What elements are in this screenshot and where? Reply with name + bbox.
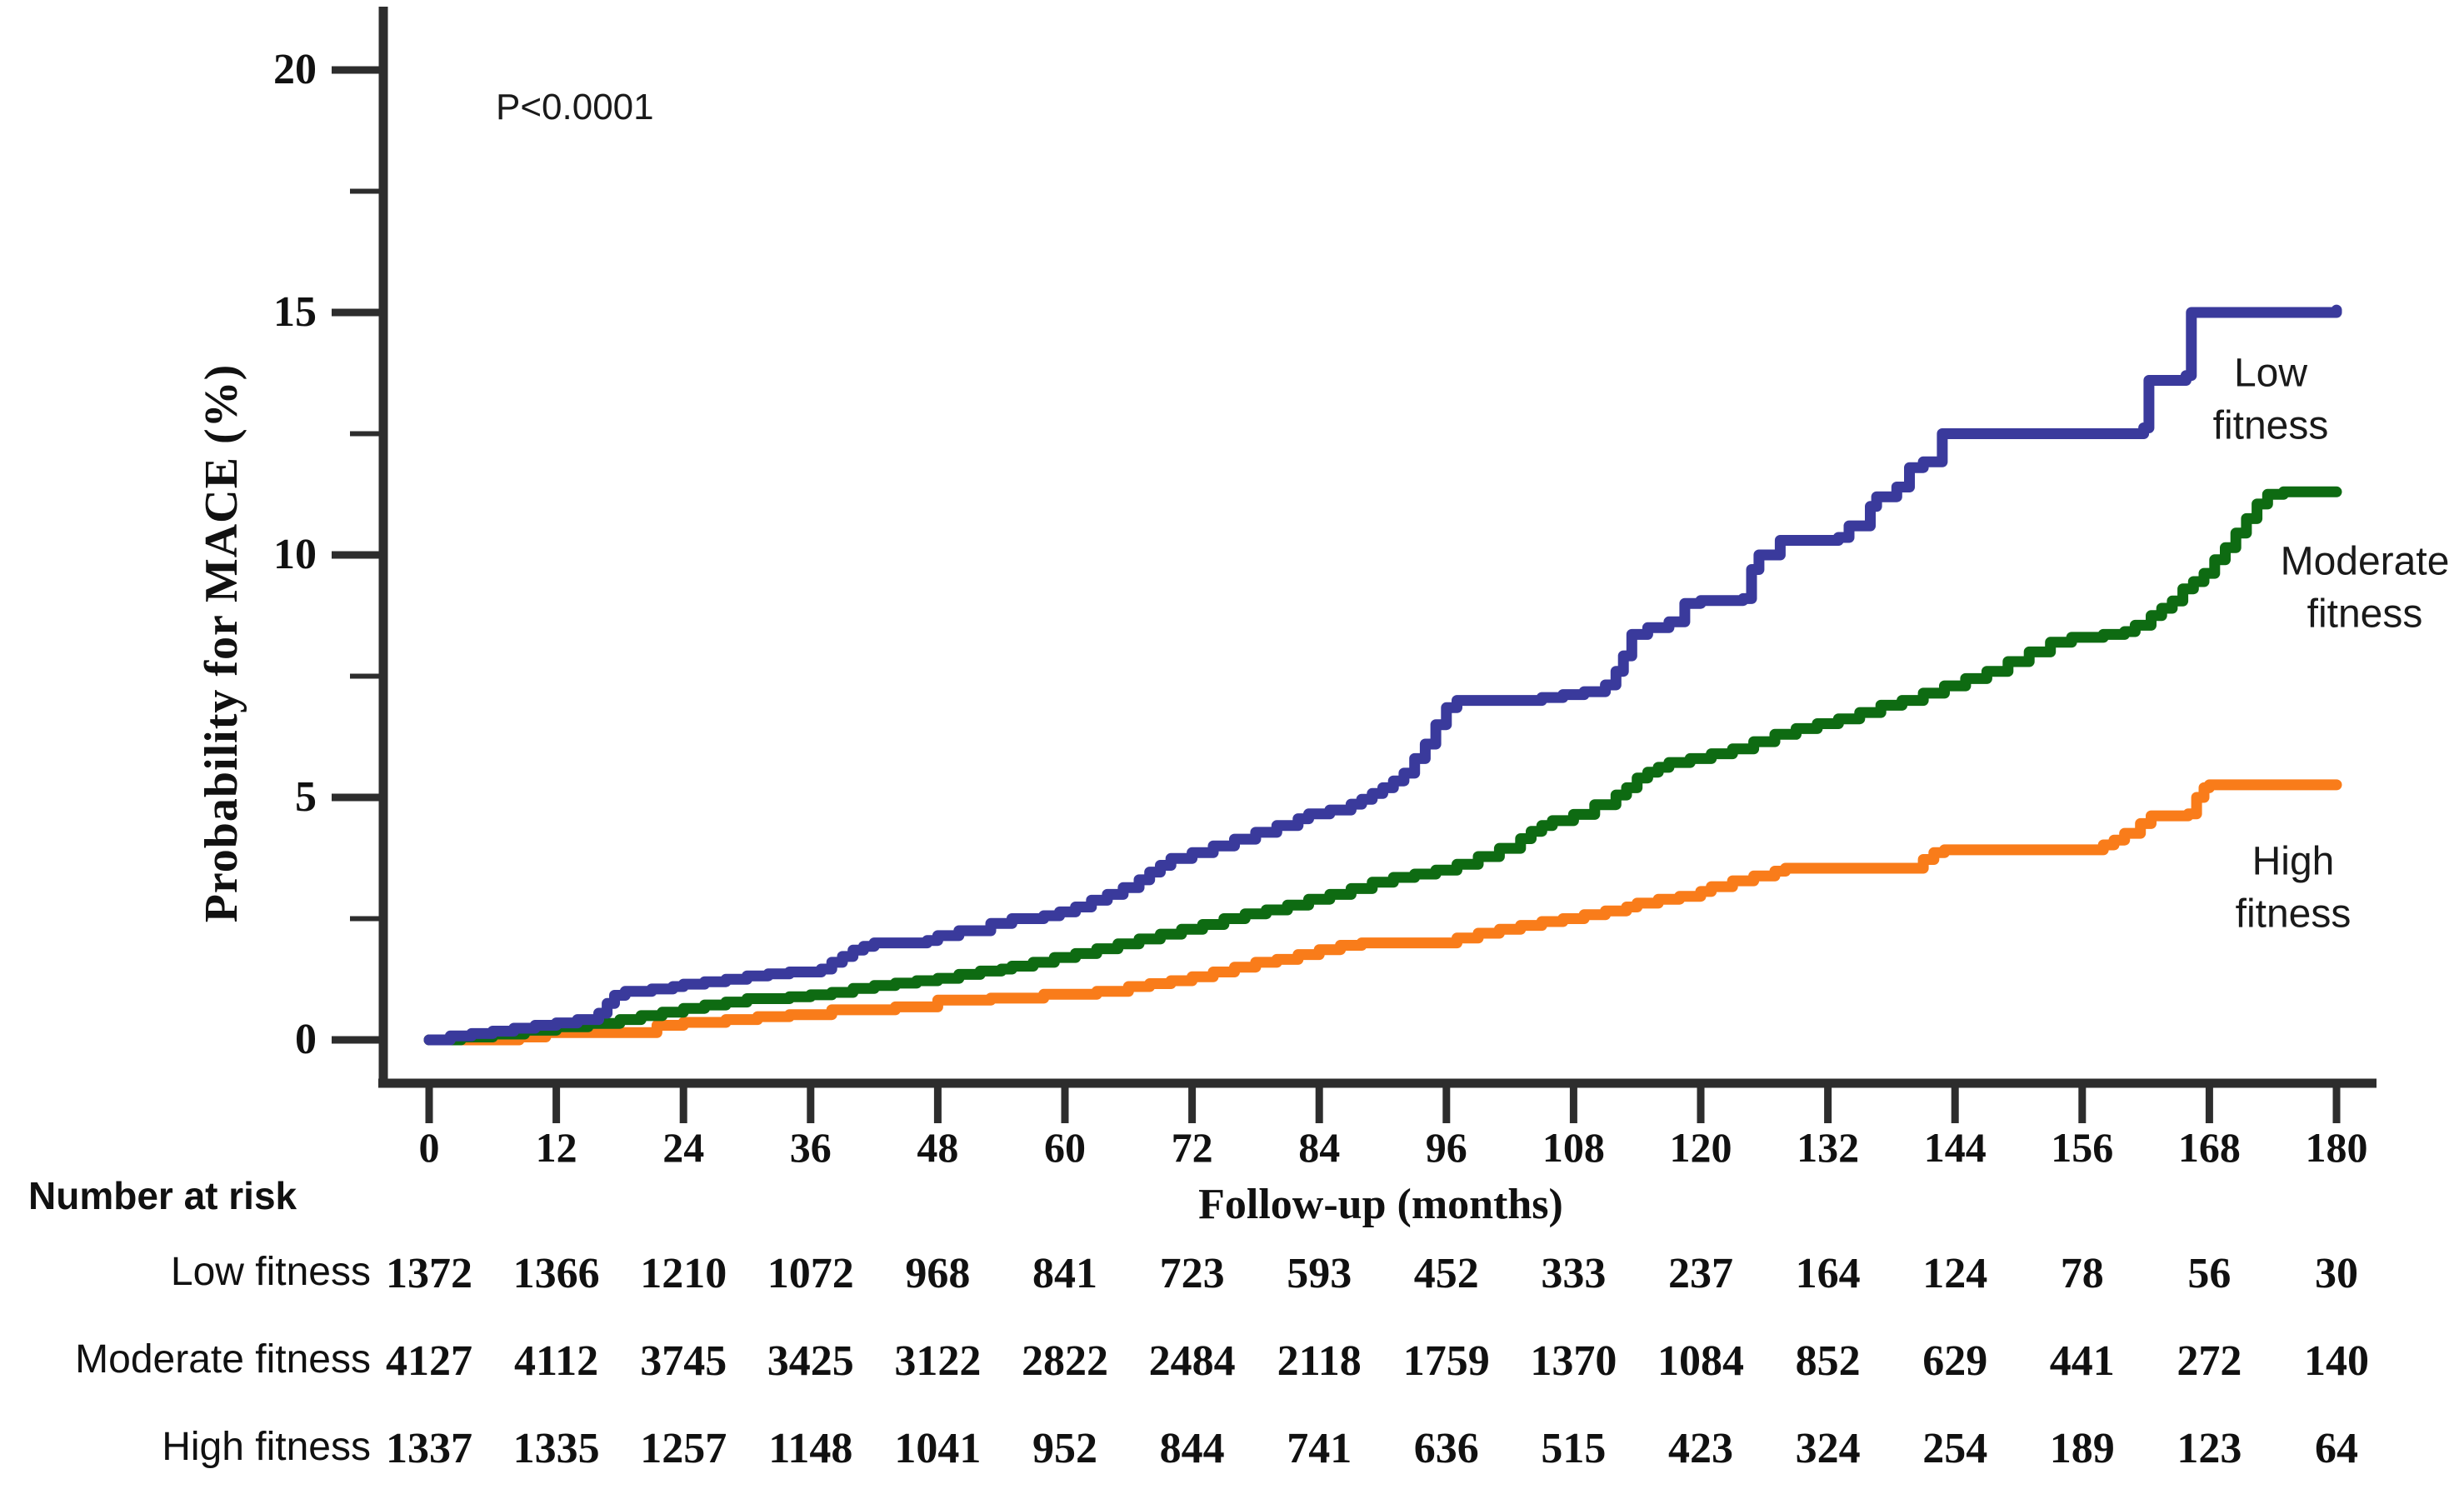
risk-value: 3745	[640, 1337, 727, 1385]
risk-value: 140	[2304, 1337, 2369, 1385]
y-axis-title: Probability for MACE (%)	[196, 363, 247, 923]
risk-value: 1257	[640, 1425, 727, 1472]
x-tick-label-144: 144	[1923, 1124, 1987, 1171]
risk-value: 1210	[640, 1250, 727, 1297]
risk-value: 1366	[512, 1250, 600, 1297]
risk-value: 2484	[1148, 1337, 1236, 1385]
x-tick-label-156: 156	[2051, 1124, 2114, 1171]
x-tick-label-36: 36	[789, 1124, 832, 1171]
x-tick-label-108: 108	[1542, 1124, 1605, 1171]
risk-value: 3425	[767, 1337, 854, 1385]
risk-value: 423	[1668, 1425, 1733, 1472]
risk-value: 741	[1287, 1425, 1352, 1472]
risk-value: 1072	[767, 1250, 854, 1297]
risk-value: 4127	[386, 1337, 472, 1385]
risk-value: 2822	[1022, 1337, 1108, 1385]
curve-label-moderate-line1: Moderate	[2280, 539, 2450, 584]
risk-value: 593	[1287, 1250, 1352, 1297]
risk-value: 629	[1922, 1337, 1988, 1385]
risk-value: 441	[2049, 1337, 2115, 1385]
risk-value: 124	[1922, 1250, 1988, 1297]
risk-value: 844	[1159, 1425, 1225, 1472]
x-tick-label-0: 0	[418, 1124, 440, 1171]
x-tick-label-60: 60	[1044, 1124, 1086, 1171]
curve-moderate-fitness	[423, 486, 2342, 1046]
risk-value: 1372	[386, 1250, 472, 1297]
risk-value: 78	[2060, 1250, 2104, 1297]
risk-row-label-moderate-fitness: Moderate fitness	[75, 1337, 371, 1382]
y-tick-label-10: 10	[273, 531, 317, 578]
risk-value: 452	[1413, 1250, 1479, 1297]
x-axis-title: Follow-up (months)	[1198, 1181, 1563, 1228]
risk-value: 4112	[514, 1337, 599, 1385]
risk-row-label-high-fitness: High fitness	[162, 1425, 371, 1469]
risk-value: 272	[2177, 1337, 2242, 1385]
risk-value: 30	[2315, 1250, 2358, 1297]
curve-low-fitness	[423, 304, 2342, 1046]
x-tick-label-96: 96	[1425, 1124, 1467, 1171]
p-value-annotation: P<0.0001	[496, 87, 654, 127]
x-tick-label-12: 12	[535, 1124, 577, 1171]
x-tick-label-180: 180	[2305, 1124, 2368, 1171]
y-tick-label-15: 15	[273, 288, 317, 336]
x-tick-label-24: 24	[662, 1124, 705, 1171]
curve-label-low-line1: Low	[2233, 351, 2308, 396]
curve-label-high-line1: High	[2252, 839, 2335, 884]
risk-value: 723	[1159, 1250, 1225, 1297]
y-tick-label-5: 5	[295, 773, 317, 821]
risk-value: 1759	[1402, 1337, 1490, 1385]
risk-value: 254	[1922, 1425, 1988, 1472]
risk-value: 515	[1541, 1425, 1607, 1472]
x-tick-label-84: 84	[1298, 1124, 1341, 1171]
number-at-risk-heading: Number at risk	[28, 1174, 297, 1217]
x-tick-label-132: 132	[1797, 1124, 1860, 1171]
risk-value: 841	[1032, 1250, 1097, 1297]
risk-value: 333	[1541, 1250, 1607, 1297]
curve-label-high-line2: fitness	[2235, 892, 2352, 937]
curve-label-moderate-fitness: Moderate fitness	[2281, 536, 2450, 642]
risk-row-label-low-fitness: Low fitness	[170, 1250, 371, 1294]
x-tick-label-48: 48	[917, 1124, 959, 1171]
risk-value: 1084	[1657, 1337, 1744, 1385]
y-tick-label-0: 0	[295, 1016, 317, 1063]
risk-value: 324	[1795, 1425, 1861, 1472]
curve-label-low-fitness: Low fitness	[2213, 347, 2329, 453]
risk-value: 952	[1032, 1425, 1097, 1472]
risk-value: 3122	[894, 1337, 982, 1385]
risk-value: 1148	[768, 1425, 853, 1472]
curve-label-low-line2: fitness	[2212, 404, 2329, 448]
risk-value: 237	[1668, 1250, 1733, 1297]
risk-value: 56	[2187, 1250, 2232, 1297]
risk-value: 2118	[1277, 1337, 1362, 1385]
risk-value: 1335	[512, 1425, 600, 1472]
curve-label-moderate-line2: fitness	[2307, 592, 2423, 637]
risk-value: 636	[1413, 1425, 1479, 1472]
x-tick-label-120: 120	[1669, 1124, 1732, 1171]
y-tick-label-20: 20	[273, 46, 317, 93]
risk-value: 123	[2177, 1425, 2242, 1472]
risk-value: 164	[1795, 1250, 1861, 1297]
risk-value: 852	[1795, 1337, 1861, 1385]
risk-value: 968	[905, 1250, 971, 1297]
risk-value: 64	[2315, 1425, 2358, 1472]
curve-label-high-fitness: High fitness	[2236, 836, 2352, 942]
risk-value: 1337	[386, 1425, 472, 1472]
risk-value: 1370	[1530, 1337, 1617, 1385]
x-tick-label-168: 168	[2177, 1124, 2241, 1171]
x-tick-label-72: 72	[1171, 1124, 1213, 1171]
risk-value: 189	[2049, 1425, 2115, 1472]
curve-high-fitness	[423, 779, 2342, 1046]
risk-value: 1041	[894, 1425, 982, 1472]
